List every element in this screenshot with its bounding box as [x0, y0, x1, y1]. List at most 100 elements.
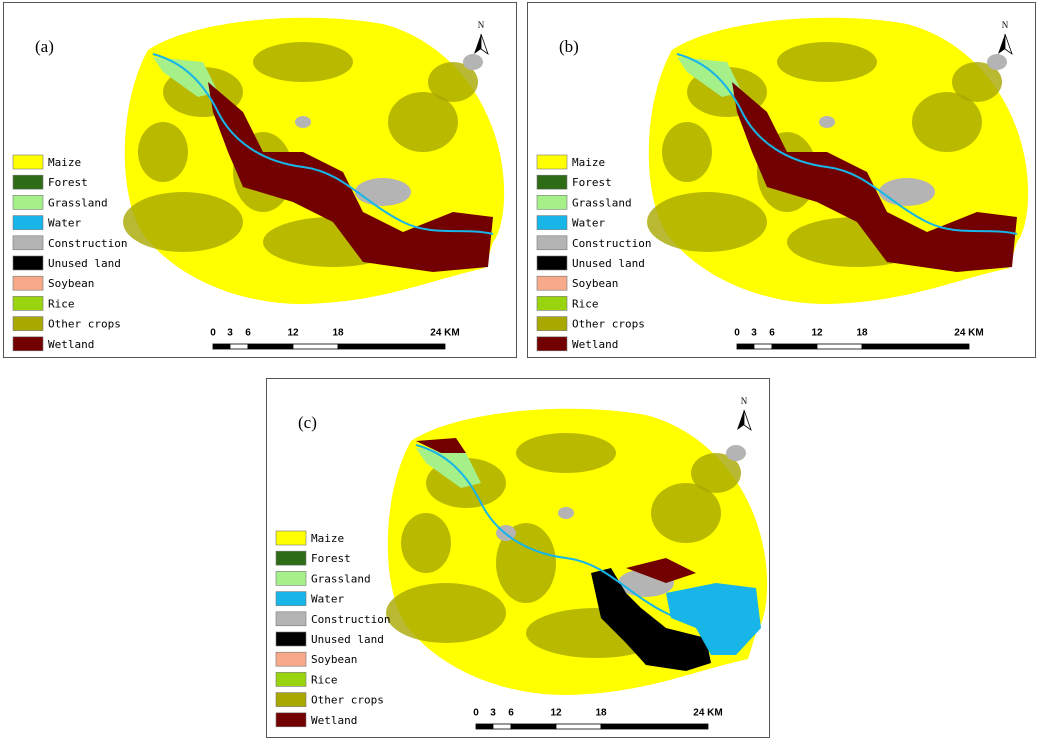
legend-swatch [12, 235, 44, 251]
crop-patch [428, 62, 478, 102]
legend-swatch [12, 215, 44, 230]
legend-label: Forest [48, 176, 88, 189]
crop-patch [138, 122, 188, 182]
legend-label: Water [311, 593, 344, 606]
crop-patch [388, 92, 458, 152]
built-patch [819, 116, 835, 128]
legend-swatch [12, 296, 44, 311]
scale-label: 3 [227, 328, 233, 339]
scale-label: 12 [550, 708, 562, 719]
legend-swatch [275, 651, 307, 667]
legend-label: Maize [311, 532, 344, 545]
north-arrow [998, 34, 1005, 54]
crop-patch [386, 583, 506, 643]
legend-swatch [536, 336, 568, 352]
panel-label: (a) [35, 37, 54, 56]
wetland [208, 82, 493, 272]
scale-label: 24 KM [430, 328, 459, 339]
legend-swatch [536, 174, 568, 190]
north-arrow [737, 410, 744, 430]
panel: (c) N Maize Forest Grassland Water Constructio… [266, 378, 770, 738]
legend-label: Rice [311, 673, 338, 686]
legend-label: Water [48, 217, 81, 230]
legend-label: Forest [311, 552, 351, 565]
scale-label: 24 KM [954, 328, 983, 339]
legend-label: Wetland [48, 338, 94, 351]
legend-swatch [275, 692, 307, 707]
scale-label: 18 [595, 708, 607, 719]
legend-swatch [536, 255, 568, 271]
legend-swatch [536, 275, 568, 291]
river [152, 53, 494, 235]
panel: (b) N Maize Forest Grassland Water Constructio… [527, 2, 1036, 358]
legend-swatch [275, 611, 307, 627]
wetland [732, 82, 1017, 272]
scale-label: 12 [287, 328, 299, 339]
built-patch [295, 116, 311, 128]
scale-bar-segment [337, 343, 446, 350]
legend-label: Other crops [311, 694, 384, 707]
legend-swatch [275, 550, 307, 566]
scale-label: 0 [473, 708, 479, 719]
north-label: N [1002, 20, 1009, 30]
legend-swatch [536, 296, 568, 311]
scale-label: 6 [769, 328, 775, 339]
legend-label: Grassland [311, 572, 371, 585]
legend-label: Rice [572, 297, 599, 310]
scale-bar-segment [229, 343, 249, 350]
legend-label: Soybean [48, 277, 94, 290]
land-use-map [647, 17, 1029, 305]
legend-label: Construction [311, 613, 390, 626]
legend-swatch [12, 154, 44, 170]
scale-bar-segment [247, 343, 294, 350]
scale-bar-segment [753, 343, 773, 350]
legend-swatch [275, 591, 307, 606]
legend-swatch [12, 195, 44, 210]
crop-patch [952, 62, 1002, 102]
panel-label: (b) [559, 37, 579, 56]
scale-bar-segment [492, 723, 512, 730]
legend-label: Grassland [572, 196, 632, 209]
legend-swatch [536, 195, 568, 210]
legend-swatch [536, 316, 568, 331]
unused-land [591, 568, 711, 671]
scale-label: 3 [490, 708, 496, 719]
scale-bar-segment [816, 343, 863, 350]
built-patch [726, 445, 746, 461]
legend-swatch [275, 712, 307, 728]
crop-patch [401, 513, 451, 573]
crop-patch [691, 453, 741, 493]
scale-bar-segment [292, 343, 339, 350]
legend-swatch [12, 336, 44, 352]
land-use-map [123, 17, 505, 305]
legend-swatch [12, 255, 44, 271]
scale-label: 24 KM [693, 708, 722, 719]
legend-label: Water [572, 217, 605, 230]
panel-label: (c) [298, 413, 317, 432]
crop-patch [123, 192, 243, 252]
legend-label: Other crops [572, 318, 645, 331]
scale-label: 3 [751, 328, 757, 339]
crop-patch [651, 483, 721, 543]
legend-label: Unused land [48, 257, 121, 270]
crop-patch [496, 523, 556, 603]
scale-label: 18 [856, 328, 868, 339]
scale-bar-segment [510, 723, 557, 730]
panel: (a) N Maize Forest Grassland Water Constructio… [3, 2, 517, 358]
legend-swatch [275, 672, 307, 687]
scale-bar-segment [475, 723, 494, 730]
built-patch [987, 54, 1007, 70]
crop-patch [662, 122, 712, 182]
north-arrow [474, 34, 481, 54]
scale-bar-segment [861, 343, 970, 350]
scale-label: 0 [734, 328, 740, 339]
land-use-map [386, 408, 768, 695]
wetland [416, 438, 696, 583]
legend-label: Construction [572, 237, 651, 250]
scale-label: 0 [210, 328, 216, 339]
legend-label: Other crops [48, 318, 121, 331]
scale-bar-segment [771, 343, 818, 350]
legend-label: Rice [48, 297, 75, 310]
